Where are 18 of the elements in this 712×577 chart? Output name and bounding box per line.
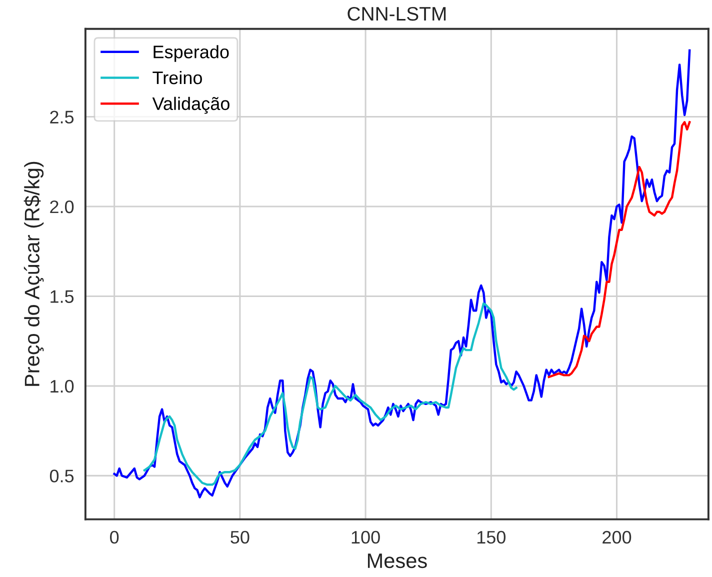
y-tick-label: 2.5	[50, 110, 74, 124]
legend-label: Esperado	[154, 45, 229, 62]
x-tick-label: 50	[230, 530, 250, 544]
y-tick-label: 2.0	[50, 200, 74, 214]
legend-label: Treino	[152, 70, 202, 84]
x-tick-label: 200	[602, 530, 632, 544]
chart-title: CNN-LSTM	[348, 6, 446, 21]
line-series	[143, 302, 518, 486]
y-tick-label: 1.5	[50, 290, 74, 303]
y-tick-label: 1.0	[50, 380, 74, 393]
x-tick-label: 150	[477, 530, 506, 544]
y-axis-title: Preço do Açúcar (R$/kg)	[24, 162, 44, 386]
x-tick-label: 0	[110, 530, 119, 544]
x-axis-title: Meses	[368, 554, 427, 568]
y-tick-label: 0.5	[50, 470, 74, 482]
x-tick-label: 100	[352, 530, 380, 544]
line-series	[548, 121, 691, 378]
legend-label: Validação	[152, 96, 230, 114]
